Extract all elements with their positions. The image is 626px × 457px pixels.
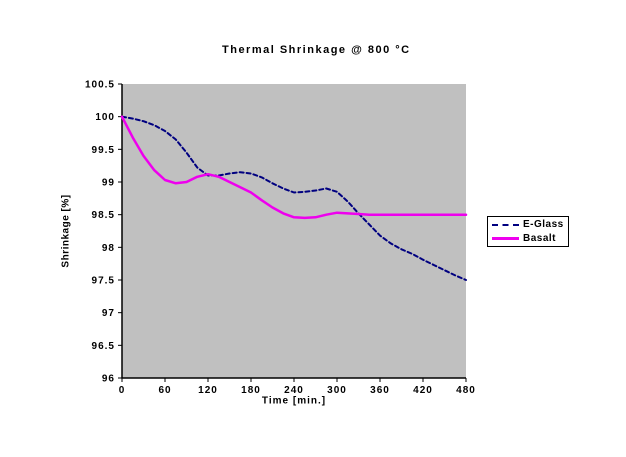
x-tick-label: 120 xyxy=(198,385,218,396)
y-tick-label: 96.5 xyxy=(92,341,115,352)
legend-label-eglass: E-Glass xyxy=(523,219,564,230)
series-line-basalt xyxy=(120,115,468,220)
basalt-solid-line-sample xyxy=(492,237,519,240)
axes-lines xyxy=(121,84,466,379)
legend-label-basalt: Basalt xyxy=(523,233,557,244)
y-tick-label: 100 xyxy=(95,112,115,123)
y-tick-label: 99 xyxy=(102,178,115,189)
x-tick-label: 0 xyxy=(119,385,126,396)
x-tick-label: 240 xyxy=(284,385,304,396)
y-tick-label: 97 xyxy=(102,308,115,319)
x-tick-label: 300 xyxy=(327,385,347,396)
y-tick-label: 100.5 xyxy=(85,80,115,91)
legend-item-eglass: E-Glass xyxy=(492,219,568,230)
eglass-dashed-line-sample xyxy=(492,223,519,226)
legend-item-basalt: Basalt xyxy=(492,233,568,244)
x-tick-label: 420 xyxy=(413,385,433,396)
y-tick-label: 98.5 xyxy=(92,210,115,221)
y-tick-label: 96 xyxy=(102,374,115,385)
plot-background xyxy=(122,84,466,378)
y-tick-label: 99.5 xyxy=(92,145,115,156)
x-tick-label: 360 xyxy=(370,385,390,396)
series-line-e-glass xyxy=(121,115,467,281)
x-axis-title: Time [min.] xyxy=(261,395,327,407)
x-tick-label: 480 xyxy=(456,385,476,396)
y-tick-label: 97.5 xyxy=(92,276,115,287)
x-tick-label: 180 xyxy=(241,385,261,396)
x-tick-label: 60 xyxy=(158,385,171,396)
chart-title: Thermal Shrinkage @ 800 °C xyxy=(222,44,411,56)
legend: E-Glass Basalt xyxy=(487,216,569,247)
y-tick-label: 98 xyxy=(102,243,115,254)
